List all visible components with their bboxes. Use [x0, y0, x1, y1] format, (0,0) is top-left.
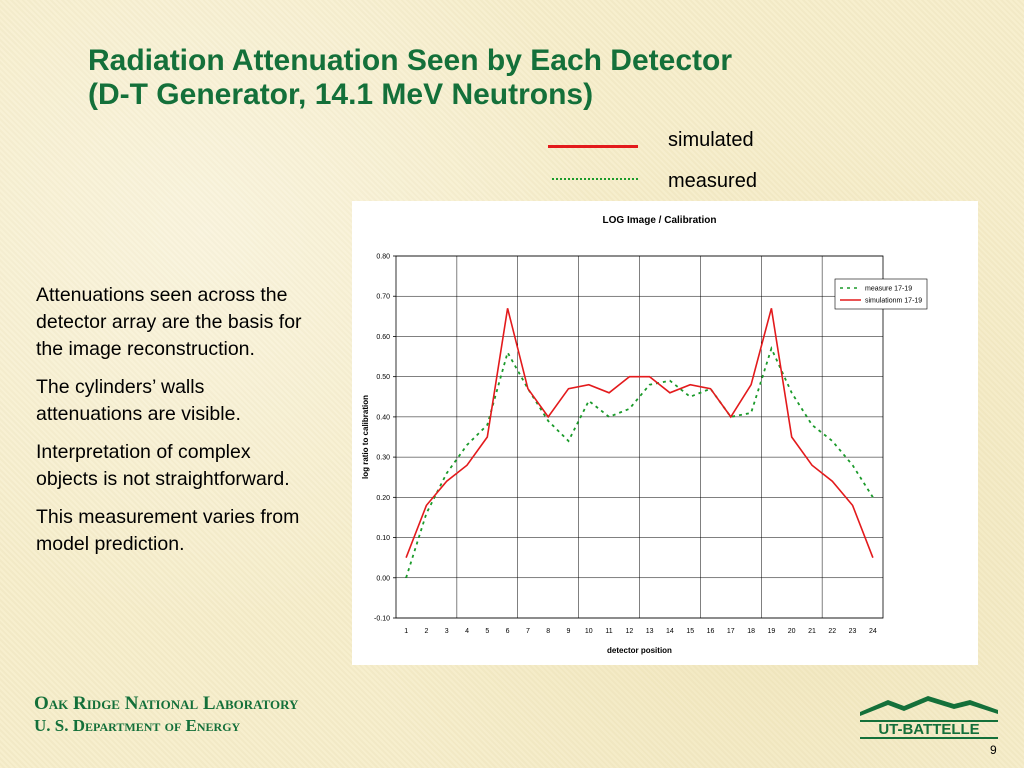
bullet-1: Attenuations seen across the detector ar…: [36, 284, 302, 360]
x-tick-label: 13: [646, 628, 654, 635]
legend-measured-line: [552, 178, 638, 180]
bullet-list: Attenuations seen across the detector ar…: [36, 282, 306, 569]
x-tick-label: 20: [788, 628, 796, 635]
x-tick-label: 5: [485, 628, 489, 635]
bullet-2: The cylinders’ walls attenuations are vi…: [36, 376, 241, 425]
legend-measured-label: measured: [668, 170, 757, 192]
x-tick-label: 18: [747, 628, 755, 635]
x-tick-label: 21: [808, 628, 816, 635]
title-line-1: Radiation Attenuation Seen by Each Detec…: [88, 44, 732, 77]
x-tick-label: 9: [567, 628, 571, 635]
x-tick-label: 3: [445, 628, 449, 635]
chart-panel: LOG Image / Calibration -0.10 0.00 0.10 0.20…: [352, 201, 978, 665]
y-tick-label: 0.20: [376, 495, 390, 502]
y-tick-label: -0.10: [374, 616, 390, 623]
y-tick-label: 0.50: [376, 374, 390, 381]
bullet-3: Interpretation of complex objects is not…: [36, 441, 290, 490]
y-tick-label: 0.00: [376, 575, 390, 582]
slide-title: Radiation Attenuation Seen by Each Detec…: [88, 44, 988, 112]
chart-title: LOG Image / Calibration: [603, 215, 717, 226]
y-tick-label: 0.40: [376, 414, 390, 421]
footer-org-line-1: Oak Ridge National Laboratory: [34, 693, 299, 714]
x-tick-label: 24: [869, 628, 877, 635]
mountain-logo-icon: UT-BATTELLE: [860, 696, 998, 739]
x-tick-label: 2: [424, 628, 428, 635]
x-tick-label: 15: [686, 628, 694, 635]
legend-simulated-line: [548, 145, 638, 148]
footer-org-line-2: U. S. Department of Energy: [34, 716, 241, 735]
x-tick-label: 12: [625, 628, 633, 635]
bullet-4: This measurement varies from model predi…: [36, 506, 300, 555]
line-chart: LOG Image / Calibration -0.10 0.00 0.10 0.20…: [361, 215, 928, 655]
x-tick-label: 8: [546, 628, 550, 635]
x-tick-label: 14: [666, 628, 674, 635]
legend-entry: measure 17-19: [865, 286, 912, 293]
y-tick-label: 0.30: [376, 455, 390, 462]
y-tick-label: 0.70: [376, 294, 390, 301]
page-number: 9: [990, 743, 997, 757]
x-tick-label: 11: [605, 628, 612, 635]
series-line-measured: [405, 345, 874, 579]
x-tick-label: 6: [506, 628, 510, 635]
x-tick-label: 16: [707, 628, 715, 635]
y-tick-label: 0.60: [376, 334, 390, 341]
x-tick-label: 1: [404, 628, 408, 635]
y-tick-label: 0.10: [376, 535, 390, 542]
chart-legend: [834, 278, 928, 310]
logo-text: UT-BATTELLE: [878, 721, 979, 738]
x-tick-label: 23: [849, 628, 857, 635]
y-tick-label: 0.80: [376, 254, 390, 261]
x-tick-label: 22: [828, 628, 836, 635]
legend-simulated-label: simulated: [668, 129, 754, 151]
series-line-simulated: [405, 308, 874, 558]
x-tick-label: 4: [465, 628, 469, 635]
x-tick-label: 10: [585, 628, 593, 635]
x-tick-label: 19: [767, 628, 775, 635]
title-line-2: (D-T Generator, 14.1 MeV Neutrons): [88, 78, 594, 111]
x-tick-label: 17: [727, 628, 735, 635]
x-tick-label: 7: [526, 628, 530, 635]
y-axis-label: log ratio to calibration: [361, 395, 370, 479]
ut-battelle-logo: UT-BATTELLE: [858, 692, 1000, 740]
x-axis-label: detector position: [607, 646, 672, 655]
legend-entry: simulationm 17-19: [865, 298, 922, 305]
